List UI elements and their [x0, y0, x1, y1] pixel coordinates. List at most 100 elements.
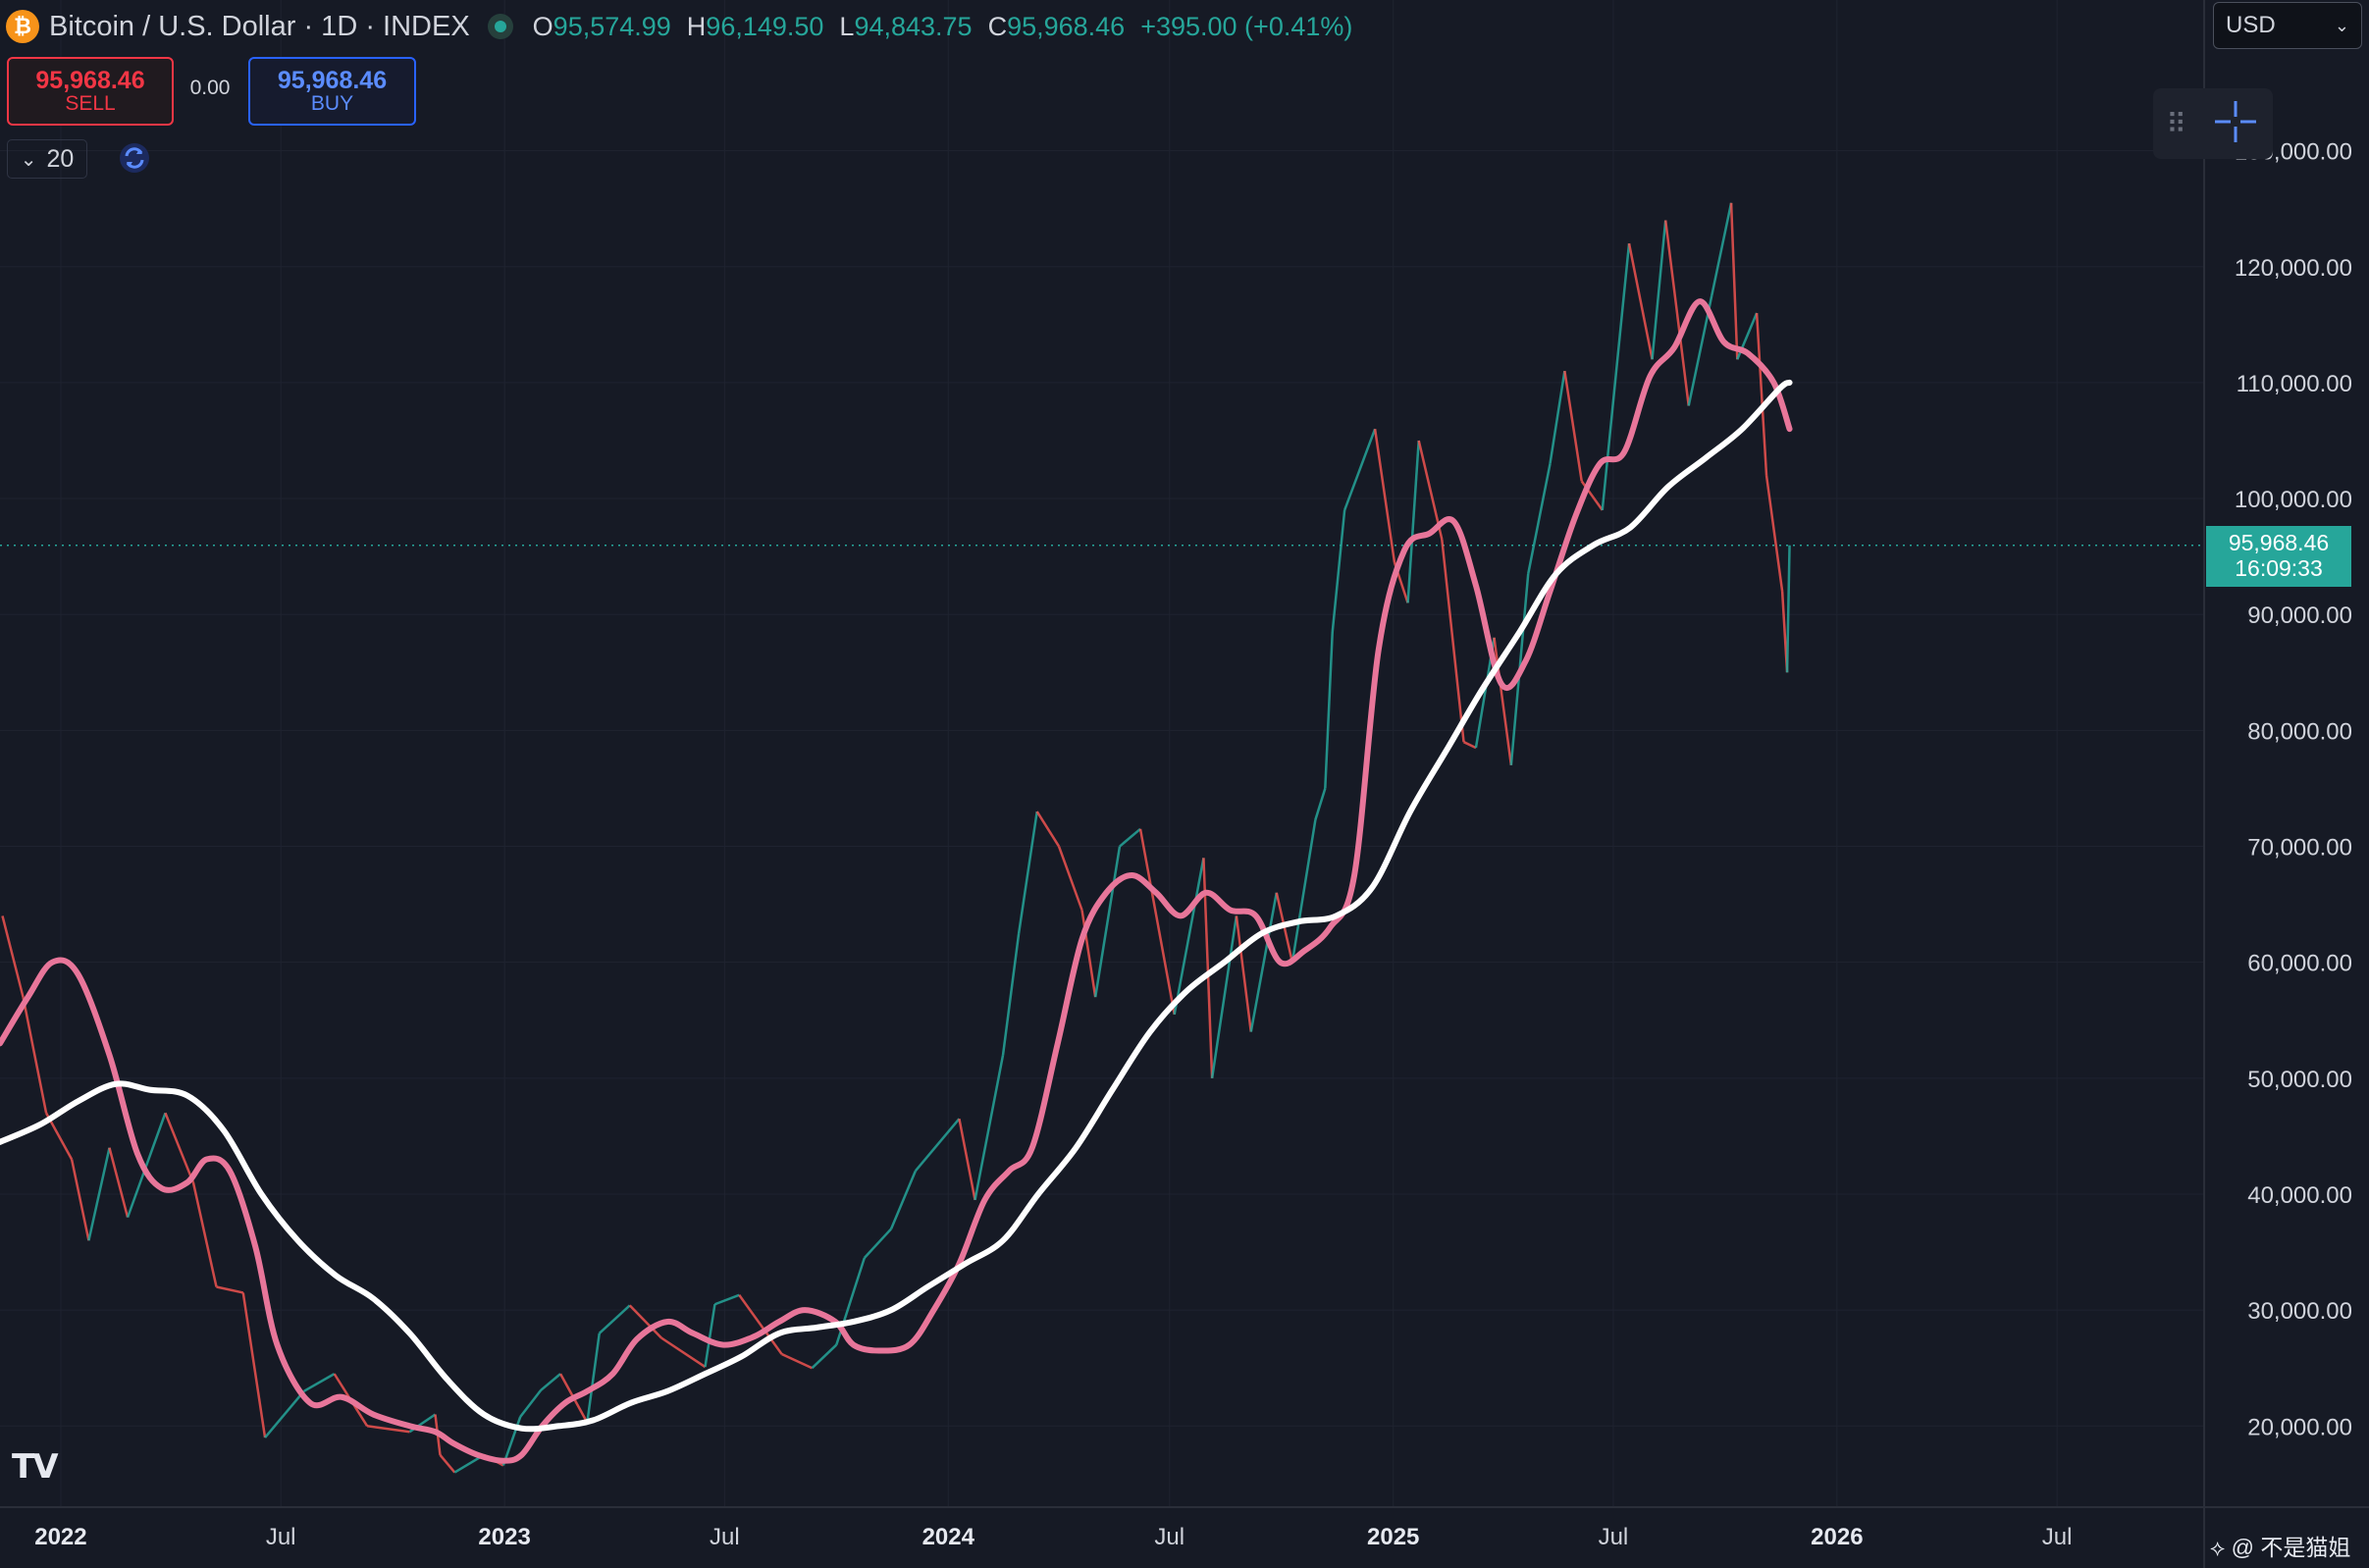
price-segment [1057, 846, 1083, 911]
price-segment [1663, 220, 1690, 406]
price-segment [1314, 788, 1327, 820]
bar-countdown: 16:09:33 [2235, 554, 2323, 581]
price-segment [1755, 312, 1768, 476]
price-segment [108, 1147, 130, 1218]
grid [0, 0, 2204, 1507]
price-segment [70, 1159, 90, 1241]
price-segment [889, 1170, 917, 1229]
price-segment [519, 1388, 543, 1418]
price-segment [811, 1343, 838, 1370]
symbol-title[interactable]: Bitcoin / U.S. Dollar · 1D · INDEX [49, 10, 470, 42]
sell-button[interactable]: 95,968.46 SELL [7, 57, 174, 126]
price-axis-label: 50,000.00 [2247, 1067, 2352, 1093]
price-segment [1290, 819, 1317, 963]
price-segment [1563, 370, 1583, 482]
price-series [1, 202, 1791, 1474]
price-segment [126, 1112, 167, 1219]
price-segment [1493, 637, 1513, 765]
price-segment [1017, 810, 1038, 934]
price-segment [1249, 892, 1279, 1032]
price-segment [1526, 463, 1552, 575]
ohlc-close: C95,968.46 [988, 12, 1126, 42]
price-axis-label: 70,000.00 [2247, 835, 2352, 862]
price-segment [439, 1454, 456, 1474]
tradingview-logo[interactable]: TV [12, 1447, 58, 1487]
ohlc-open-value: 95,574.99 [553, 11, 671, 41]
price-segment [22, 996, 48, 1114]
crosshair-icon[interactable] [2211, 97, 2260, 151]
sync-icon[interactable] [116, 139, 153, 177]
price-segment [863, 1228, 892, 1259]
price-segment [586, 1333, 601, 1423]
spread-value: 0.00 [189, 77, 231, 99]
last-price-value: 95,968.46 [2228, 530, 2330, 556]
price-segment [958, 1118, 976, 1201]
ohlc-low: L94,843.75 [839, 12, 972, 42]
price-segment [704, 1304, 716, 1368]
chevron-down-icon: ⌄ [20, 148, 37, 171]
currency-value: USD [2226, 12, 2276, 38]
ohlc-high-label: H [686, 11, 707, 41]
price-segment [1549, 370, 1566, 464]
buy-label: BUY [310, 92, 354, 116]
share-icon: ⟡ [2210, 1535, 2226, 1560]
time-axis-label: Jul [1599, 1524, 1629, 1550]
price-segment [303, 1373, 336, 1392]
buy-price: 95,968.46 [277, 66, 388, 94]
time-axis-label: 2022 [34, 1524, 86, 1550]
drawing-toolbar: ⠿ [2153, 88, 2273, 159]
price-segment [738, 1294, 783, 1355]
ohlc-high-value: 96,149.50 [706, 11, 824, 41]
sell-price: 95,968.46 [35, 66, 145, 94]
time-axis-label: 2025 [1367, 1524, 1419, 1550]
ohlc-open: O95,574.99 [533, 12, 671, 42]
price-change: +395.00 (+0.41%) [1140, 11, 1353, 41]
price-segment [598, 1304, 631, 1334]
price-segment [540, 1373, 561, 1391]
sell-label: SELL [65, 92, 116, 116]
time-axis-label: Jul [2042, 1524, 2073, 1550]
price-segment [660, 1336, 707, 1369]
symbol-header: ₿ Bitcoin / U.S. Dollar · 1D · INDEX O95… [6, 6, 1352, 47]
price-segment [1651, 220, 1667, 360]
time-axis-labels: 2022 Jul 2023 Jul 2024 Jul 2025 Jul 2026 Jul [34, 1524, 2072, 1550]
price-segment [1785, 545, 1791, 673]
ohlc-high: H96,149.50 [687, 12, 824, 42]
price-segment [1, 915, 25, 998]
bitcoin-icon: ₿ [6, 10, 39, 43]
price-axis-label: 40,000.00 [2247, 1182, 2352, 1209]
last-price-tag: 95,968.46 16:09:33 [2206, 525, 2351, 587]
price-segment [1035, 810, 1061, 848]
price-segment [628, 1304, 662, 1339]
price-axis-labels: 20,000.00 30,000.00 40,000.00 50,000.00 60,0… [2235, 139, 2352, 1441]
price-segment [87, 1147, 111, 1241]
price-segment [1331, 509, 1346, 633]
price-segment [1001, 932, 1021, 1056]
price-axis-label: 120,000.00 [2235, 255, 2352, 282]
market-status-icon[interactable] [487, 14, 513, 39]
price-segment [1711, 202, 1733, 296]
drag-handle-icon[interactable]: ⠿ [2166, 108, 2185, 139]
time-axis-label: 2024 [922, 1524, 975, 1550]
currency-select[interactable]: USD ⌄ [2213, 2, 2362, 49]
price-segment [1729, 202, 1739, 360]
price-segment [1324, 631, 1335, 789]
ohlc-low-label: L [839, 11, 855, 41]
ohlc-open-label: O [532, 11, 553, 41]
price-segment [1138, 828, 1176, 1016]
price-segment [1463, 741, 1477, 750]
price-segment [1764, 475, 1784, 592]
price-segment [974, 1054, 1005, 1201]
ohlc-close-label: C [987, 11, 1008, 41]
time-axis-label: 2023 [478, 1524, 530, 1550]
price-axis-label: 90,000.00 [2247, 602, 2352, 629]
indicator-length-toggle[interactable]: ⌄ 20 [7, 139, 87, 179]
buy-button[interactable]: 95,968.46 BUY [248, 57, 416, 126]
price-axis-label: 110,000.00 [2237, 371, 2352, 397]
price-axis-label: 60,000.00 [2247, 951, 2352, 977]
indicator-length-value: 20 [46, 144, 75, 173]
watermark: ⟡ @ 不是猫姐 [2210, 1529, 2350, 1562]
time-axis-label: Jul [266, 1524, 296, 1550]
price-segment [713, 1293, 740, 1306]
